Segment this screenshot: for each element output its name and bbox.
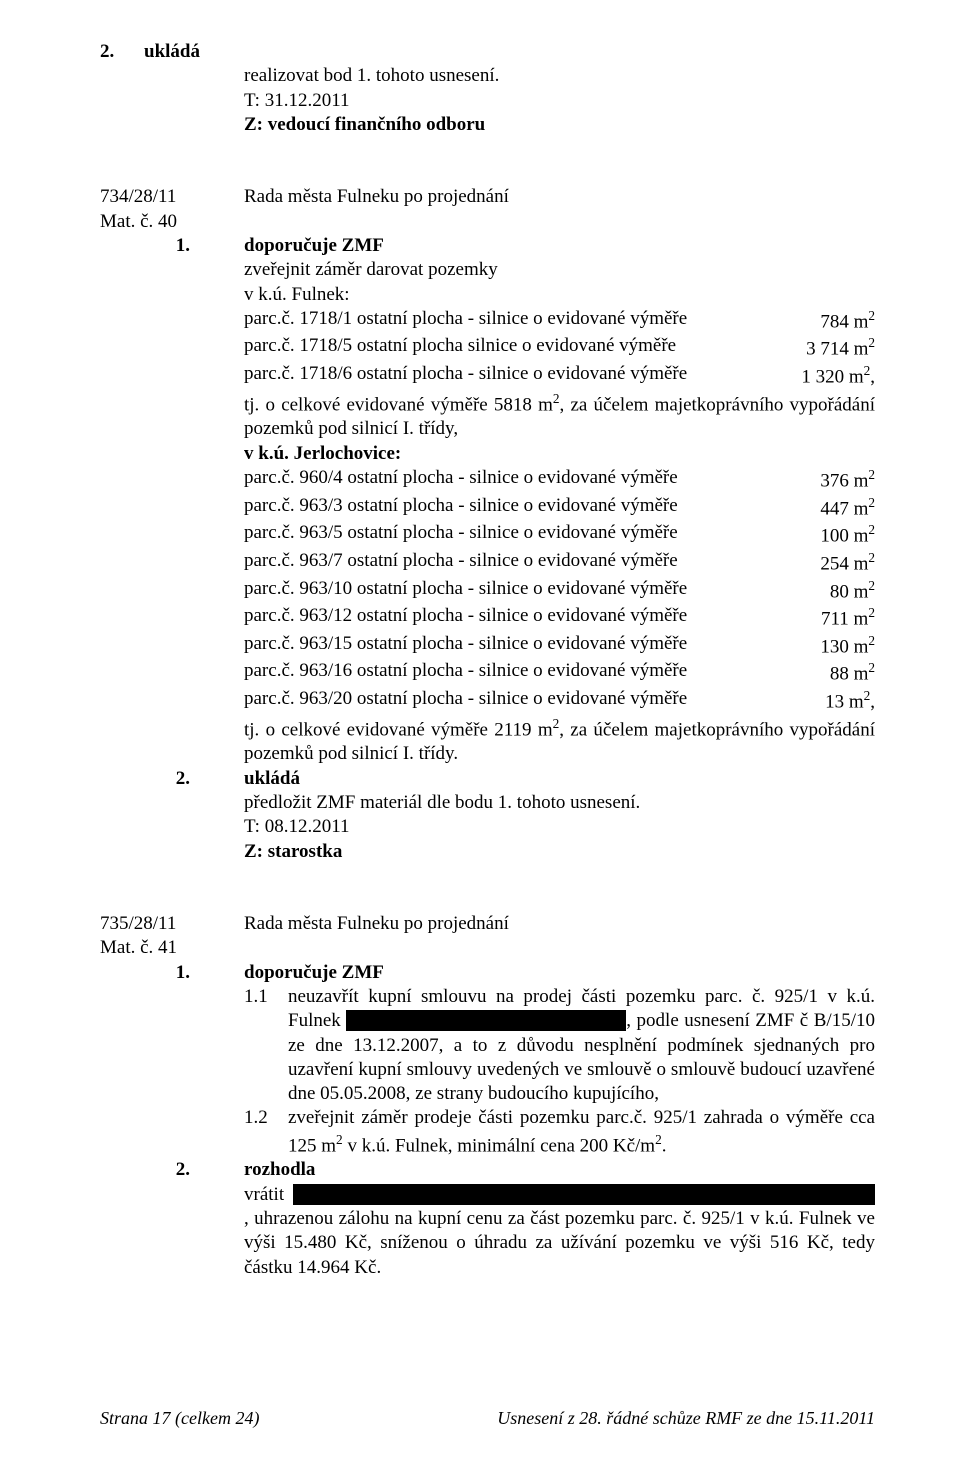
b3-i2-header: 2. rozhodla: [100, 1158, 875, 1182]
sub12-b: v k.ú. Fulnek, minimální cena 200 Kč/m: [343, 1135, 655, 1156]
sub12-num: 1.2: [244, 1106, 288, 1130]
parc-line: parc.č. 960/4 ostatní plocha - silnice o…: [244, 466, 875, 494]
b3-i1-num: 1.: [100, 961, 200, 985]
b1-z: Z: vedoucí finančního odboru: [244, 113, 875, 137]
sub11-num: 1.1: [244, 985, 288, 1009]
tj1-sup: 2: [553, 391, 560, 406]
parc-value: 447 m2: [820, 494, 875, 522]
parc-line: parc.č. 1718/5 ostatní plocha silnice o …: [244, 334, 875, 362]
parc-line: parc.č. 963/5 ostatní plocha - silnice o…: [244, 521, 875, 549]
b3-rada: Rada města Fulneku po projednání: [244, 912, 509, 936]
b3-mat: Mat. č. 41: [100, 936, 875, 960]
sub-1-1: 1.1 neuzavřít kupní smlouvu na prodej čá…: [244, 985, 875, 1107]
parc-line: parc.č. 1718/6 ostatní plocha - silnice …: [244, 362, 875, 390]
b2-i2-num: 2.: [100, 767, 200, 791]
parc-value: 376 m2: [820, 466, 875, 494]
b2-i1-num: 1.: [100, 234, 200, 258]
footer-left: Strana 17 (celkem 24): [100, 1407, 259, 1430]
b2-kujerl: v k.ú. Jerlochovice:: [244, 442, 875, 466]
b3-subs: 1.1 neuzavřít kupní smlouvu na prodej čá…: [244, 985, 875, 1159]
parc-text: parc.č. 963/15 ostatní plocha - silnice …: [244, 632, 820, 660]
parc-fulnek-list: parc.č. 1718/1 ostatní plocha - silnice …: [244, 307, 875, 390]
b2-t: T: 08.12.2011: [244, 815, 875, 839]
redaction: [346, 1010, 626, 1031]
parc-text: parc.č. 963/10 ostatní plocha - silnice …: [244, 577, 830, 605]
sub11-body: neuzavřít kupní smlouvu na prodej části …: [288, 985, 875, 1107]
b1-header: 2. ukládá: [100, 40, 875, 64]
parc-value: 13 m2,: [825, 687, 875, 715]
parc-value: 254 m2: [820, 549, 875, 577]
b1-action: ukládá: [144, 40, 244, 64]
b2-i1-action: doporučuje ZMF: [244, 234, 384, 258]
redaction: [293, 1184, 875, 1205]
b2-tj1: tj. o celkové evidované výměře 5818 m2, …: [244, 390, 875, 442]
b1-t: T: 31.12.2011: [244, 89, 875, 113]
b3-i1-header: 1. doporučuje ZMF: [100, 961, 875, 985]
sub12-c: .: [662, 1135, 667, 1156]
parc-line: parc.č. 963/3 ostatní plocha - silnice o…: [244, 494, 875, 522]
parc-value: 100 m2: [820, 521, 875, 549]
parc-text: parc.č. 963/20 ostatní plocha - silnice …: [244, 687, 825, 715]
b2-header: 734/28/11 Rada města Fulneku po projedná…: [100, 185, 875, 209]
b2-rada: Rada města Fulneku po projednání: [244, 185, 509, 209]
parc-text: parc.č. 1718/6 ostatní plocha - silnice …: [244, 362, 801, 390]
b2-i2-body: předložit ZMF materiál dle bodu 1. tohot…: [244, 791, 875, 864]
parc-value: 130 m2: [820, 632, 875, 660]
parc-line: parc.č. 1718/1 ostatní plocha - silnice …: [244, 307, 875, 335]
b2-tj2: tj. o celkové evidované výměře 2119 m2, …: [244, 715, 875, 767]
parc-line: parc.č. 963/7 ostatní plocha - silnice o…: [244, 549, 875, 577]
sub-1-2: 1.2 zveřejnit záměr prodeje části pozemk…: [244, 1106, 875, 1158]
tj2-a: tj. o celkové evidované výměře 2119 m: [244, 719, 553, 740]
b3-i2-action: rozhodla: [244, 1158, 315, 1182]
b3-i2-body: vrátit , uhrazenou zálohu na kupní cenu …: [244, 1183, 875, 1280]
b3-i2-num: 2.: [100, 1158, 200, 1182]
parc-value: 88 m2: [830, 659, 875, 687]
page-footer: Strana 17 (celkem 24) Usnesení z 28. řád…: [100, 1407, 875, 1430]
parc-value: 1 320 m2,: [801, 362, 875, 390]
b2-i2-line: předložit ZMF materiál dle bodu 1. tohot…: [244, 791, 875, 815]
parc-text: parc.č. 963/12 ostatní plocha - silnice …: [244, 604, 821, 632]
parc-text: parc.č. 963/5 ostatní plocha - silnice o…: [244, 521, 820, 549]
parc-text: parc.č. 963/3 ostatní plocha - silnice o…: [244, 494, 820, 522]
b2-i1-header: 1. doporučuje ZMF: [100, 234, 875, 258]
b2-i2-header: 2. ukládá: [100, 767, 875, 791]
b2-intro1: zveřejnit záměr darovat pozemky: [244, 258, 875, 282]
b2-mat: Mat. č. 40: [100, 210, 875, 234]
parc-text: parc.č. 963/16 ostatní plocha - silnice …: [244, 659, 830, 687]
b2-body: zveřejnit záměr darovat pozemky v k.ú. F…: [244, 258, 875, 767]
parc-value: 711 m2: [821, 604, 875, 632]
b3-i1-action: doporučuje ZMF: [244, 961, 384, 985]
b1-body: realizovat bod 1. tohoto usnesení. T: 31…: [244, 64, 875, 137]
parc-line: parc.č. 963/16 ostatní plocha - silnice …: [244, 659, 875, 687]
b3-header: 735/28/11 Rada města Fulneku po projedná…: [100, 912, 875, 936]
sub12-s2: 2: [655, 1132, 662, 1147]
b2-i2-action: ukládá: [244, 767, 300, 791]
parc-value: 3 714 m2: [806, 334, 875, 362]
sub12-body: zveřejnit záměr prodeje části pozemku pa…: [288, 1106, 875, 1158]
footer-right: Usnesení z 28. řádné schůze RMF ze dne 1…: [497, 1407, 875, 1430]
parc-text: parc.č. 963/7 ostatní plocha - silnice o…: [244, 549, 820, 577]
sub12-s1: 2: [336, 1132, 343, 1147]
parc-value: 784 m2: [820, 307, 875, 335]
b2-ref: 734/28/11: [100, 185, 244, 209]
b3-p1b: , uhrazenou zálohu na kupní cenu za část…: [244, 1208, 875, 1278]
b1-line1: realizovat bod 1. tohoto usnesení.: [244, 64, 875, 88]
parc-text: parc.č. 1718/1 ostatní plocha - silnice …: [244, 307, 820, 335]
parc-line: parc.č. 963/10 ostatní plocha - silnice …: [244, 577, 875, 605]
b2-kufulnek: v k.ú. Fulnek:: [244, 283, 875, 307]
b3-p1a: vrátit: [244, 1184, 293, 1205]
tj1-a: tj. o celkové evidované výměře 5818 m: [244, 394, 553, 415]
page: 2. ukládá realizovat bod 1. tohoto usnes…: [0, 0, 960, 1458]
b2-z: Z: starostka: [244, 840, 875, 864]
parc-line: parc.č. 963/12 ostatní plocha - silnice …: [244, 604, 875, 632]
parc-jerl-list: parc.č. 960/4 ostatní plocha - silnice o…: [244, 466, 875, 715]
parc-line: parc.č. 963/15 ostatní plocha - silnice …: [244, 632, 875, 660]
b1-num: 2.: [100, 40, 144, 64]
parc-text: parc.č. 1718/5 ostatní plocha silnice o …: [244, 334, 806, 362]
b3-ref: 735/28/11: [100, 912, 244, 936]
parc-text: parc.č. 960/4 ostatní plocha - silnice o…: [244, 466, 820, 494]
parc-value: 80 m2: [830, 577, 875, 605]
parc-line: parc.č. 963/20 ostatní plocha - silnice …: [244, 687, 875, 715]
